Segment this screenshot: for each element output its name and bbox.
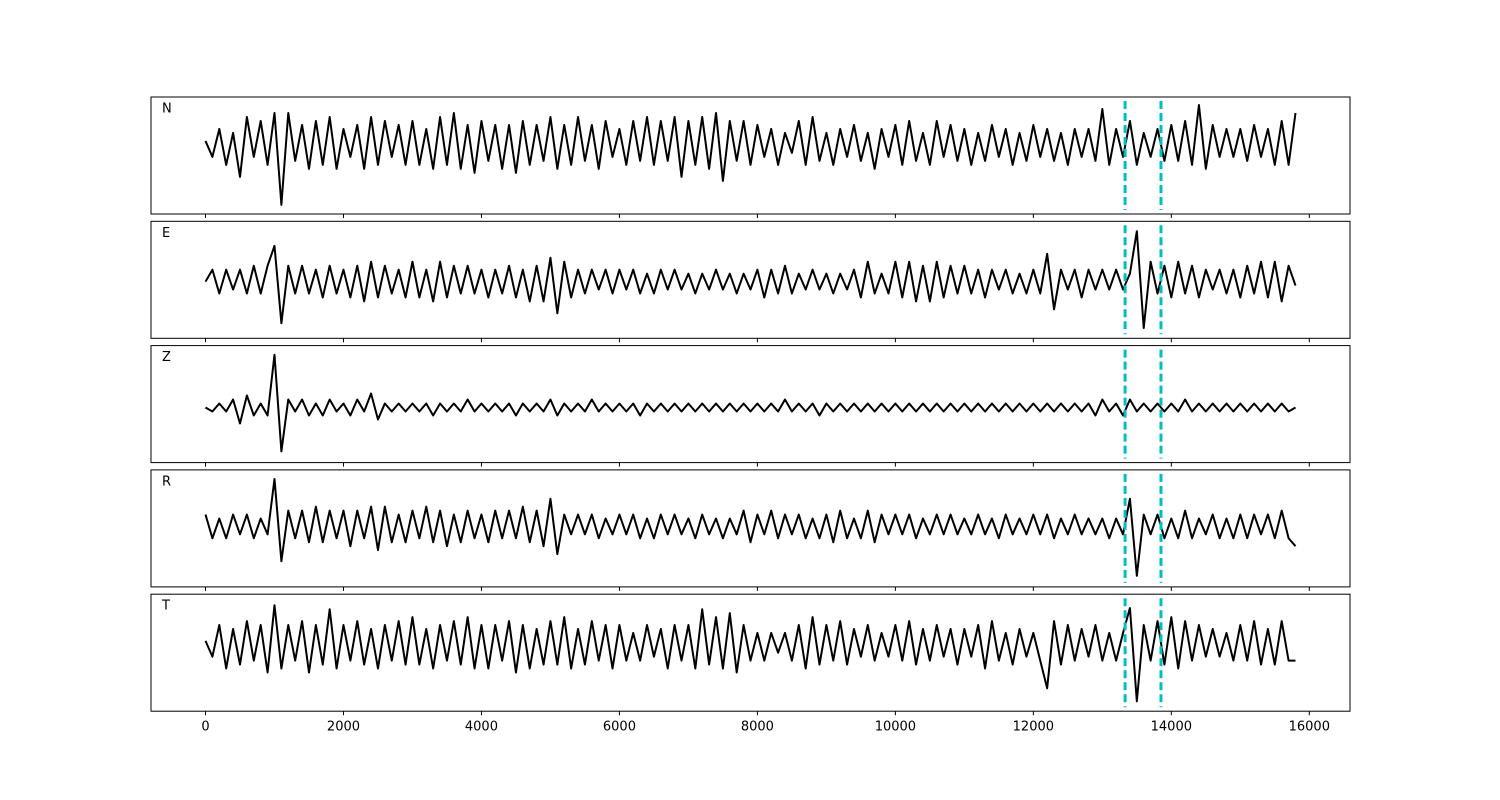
panel-label: R <box>162 474 171 489</box>
x-tick-label: 6000 <box>603 720 636 735</box>
trace <box>204 353 1297 453</box>
x-tick-label: 2000 <box>327 720 360 735</box>
x-tick-label: 4000 <box>465 720 498 735</box>
trace <box>204 604 1296 703</box>
trace <box>204 477 1297 577</box>
trace <box>204 103 1297 206</box>
panel-frame <box>150 469 1351 588</box>
x-tick-label: 0 <box>201 720 209 735</box>
panel-frame <box>150 96 1351 215</box>
x-tick-label: 10000 <box>875 720 916 735</box>
x-tick-label: 14000 <box>1151 720 1192 735</box>
panel-label: Z <box>162 350 171 365</box>
panel-label: N <box>162 102 172 117</box>
x-tick-label: 12000 <box>1013 720 1054 735</box>
panel-frame <box>150 345 1351 464</box>
panel-label: E <box>162 226 170 241</box>
panel-frame <box>150 220 1351 339</box>
panel-label: T <box>161 599 170 614</box>
trace <box>204 230 1297 329</box>
x-tick-label: 8000 <box>741 720 774 735</box>
x-tick-label: 16000 <box>1289 720 1330 735</box>
